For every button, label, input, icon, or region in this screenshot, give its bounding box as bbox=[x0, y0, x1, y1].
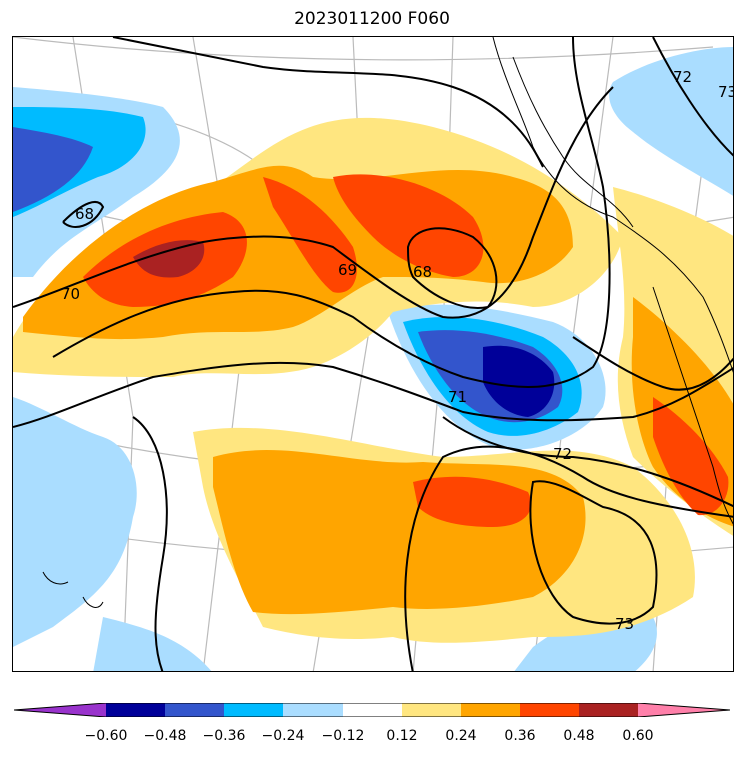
contour-label-73-ne: 73 bbox=[718, 83, 734, 101]
contour-label-69: 69 bbox=[338, 261, 357, 279]
colorbar-segment-6 bbox=[402, 703, 461, 717]
map-title: 2023011200 F060 bbox=[294, 9, 450, 29]
colorbar-tick: 0.12 bbox=[386, 728, 418, 744]
contour-labels: 68 70 69 68 71 72 73 72 73 bbox=[61, 68, 734, 633]
blue-region-w bbox=[13, 397, 137, 647]
height-contours bbox=[13, 37, 733, 671]
colorbar-tick: 0.60 bbox=[622, 728, 654, 744]
orange-region-south bbox=[213, 450, 586, 615]
colorbar-segment-1 bbox=[106, 703, 165, 717]
red-region-ne bbox=[333, 174, 484, 277]
colorbar-segment-3 bbox=[224, 703, 283, 717]
red-region-south bbox=[413, 476, 532, 527]
darkblue-region bbox=[483, 345, 555, 417]
blue-region-sw bbox=[93, 617, 212, 671]
colorbar-tick: 0.36 bbox=[504, 728, 536, 744]
forecast-map: 68 70 69 68 71 72 73 72 73 bbox=[12, 36, 734, 672]
coastlines bbox=[42, 37, 733, 608]
blue-region-ne bbox=[609, 47, 733, 196]
colorbar-segment-7 bbox=[461, 703, 520, 717]
contour-label-68-west: 68 bbox=[75, 205, 94, 223]
contour-label-72: 72 bbox=[553, 445, 572, 463]
contour-label-72-ne: 72 bbox=[673, 68, 692, 86]
contour-70 bbox=[13, 86, 614, 319]
map-canvas: 68 70 69 68 71 72 73 72 73 bbox=[13, 37, 734, 671]
colorbar-tick: −0.48 bbox=[143, 728, 187, 744]
contour-east-1 bbox=[572, 336, 733, 391]
fill-p036 bbox=[83, 174, 729, 527]
contour-69 bbox=[52, 37, 611, 388]
contour-label-71: 71 bbox=[448, 388, 467, 406]
contour-68-west bbox=[62, 201, 105, 228]
red-region-center bbox=[263, 177, 357, 293]
colorbar-tick: −0.12 bbox=[321, 728, 365, 744]
colorbar-segment-2 bbox=[165, 703, 224, 717]
fill-p048 bbox=[133, 240, 205, 278]
colorbar-tick: −0.36 bbox=[202, 728, 246, 744]
contour-label-68-center: 68 bbox=[413, 263, 432, 281]
contour-71 bbox=[13, 361, 733, 428]
colorbar-segment-9 bbox=[579, 703, 638, 717]
colorbar-tick: −0.60 bbox=[84, 728, 128, 744]
darkred-region bbox=[133, 240, 205, 278]
red-region-east bbox=[653, 397, 729, 516]
colorbar-tick: 0.48 bbox=[563, 728, 595, 744]
contour-label-73: 73 bbox=[615, 615, 634, 633]
colorbar-tick: 0.24 bbox=[445, 728, 477, 744]
colorbar-segment-5 bbox=[343, 703, 402, 717]
colorbar-segment-4 bbox=[283, 703, 343, 717]
contour-72-mid bbox=[442, 416, 733, 508]
contour-72 bbox=[132, 416, 168, 671]
contour-68-center bbox=[406, 227, 498, 309]
colorbar-segment-8 bbox=[520, 703, 579, 717]
contour-ne bbox=[652, 37, 733, 157]
contour-label-70: 70 bbox=[61, 285, 80, 303]
fill-negative-center bbox=[13, 107, 582, 436]
medblue-region-nw bbox=[13, 127, 93, 212]
colorbar-segment-under bbox=[14, 703, 106, 717]
colorbar-tick: −0.24 bbox=[261, 728, 305, 744]
colorbar bbox=[14, 703, 730, 717]
contour-73 bbox=[404, 445, 733, 671]
contour-73-south bbox=[529, 480, 658, 625]
contour-north bbox=[112, 37, 544, 168]
colorbar-segment-over bbox=[638, 703, 730, 717]
